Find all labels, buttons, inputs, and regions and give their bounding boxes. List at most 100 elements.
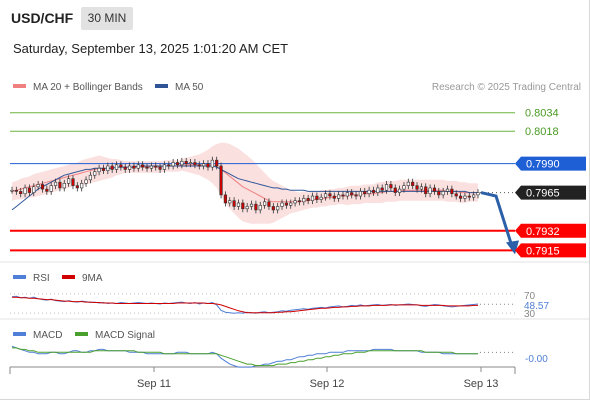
candle-body	[267, 201, 271, 207]
candle-body	[341, 194, 345, 197]
rsi-legend-swatch	[13, 275, 26, 279]
macd-panel	[11, 345, 515, 368]
ma20-legend-label: MA 20 + Bollinger Bands	[33, 82, 143, 93]
macd-signal-legend-label: MACD Signal	[95, 330, 155, 341]
candle-body	[328, 193, 332, 197]
candle-body	[71, 178, 75, 186]
symbol-title: USD/CHF	[11, 10, 74, 26]
candle-body	[280, 202, 284, 207]
candle-body	[171, 162, 175, 167]
candle-body	[136, 164, 140, 169]
candle-body	[415, 185, 419, 190]
bollinger-band	[12, 142, 478, 224]
candle-body	[463, 195, 467, 199]
macd-line	[11, 345, 478, 368]
candle-body	[210, 159, 214, 168]
last-price-label-box	[515, 185, 586, 200]
credit-text: Research © 2025 Trading Central	[432, 82, 581, 93]
price-level-label-box	[515, 223, 586, 238]
candle-body	[406, 181, 410, 186]
rsi-ma-line	[12, 296, 478, 314]
candle-body	[158, 166, 162, 170]
candle-body	[254, 203, 258, 211]
candle-body	[363, 191, 367, 195]
candle-body	[402, 185, 406, 190]
candle-body	[432, 187, 437, 192]
rsi-ma-legend-swatch	[62, 275, 75, 279]
candle-body	[14, 189, 18, 192]
candle-body	[206, 163, 210, 168]
candle-body	[384, 184, 389, 191]
chart-header: USD/CHF 30 MIN	[0, 0, 590, 36]
candle-body	[219, 165, 223, 196]
candle-body	[450, 188, 454, 195]
ma50-legend-label: MA 50	[175, 82, 204, 93]
candle-body	[398, 188, 402, 193]
macd-signal-line	[12, 347, 478, 367]
candle-body	[337, 194, 341, 199]
candle-body	[49, 185, 53, 192]
price-level-labels: 0.8034 0.8018 0.7990 0.7932 0.7915 0.7965	[515, 108, 586, 258]
candle-body	[23, 187, 27, 195]
candle-body	[428, 187, 432, 195]
forecast-arrow	[480, 191, 514, 247]
timestamp: Saturday, September 13, 2025 1:01:20 AM …	[13, 41, 289, 56]
candle-body	[36, 184, 40, 188]
candle-body	[276, 206, 280, 211]
rsi-level-30: 30	[524, 309, 536, 320]
candle-body	[145, 166, 149, 169]
candle-body	[249, 203, 254, 207]
candle-body	[101, 167, 106, 171]
candle-body	[380, 187, 384, 191]
candle-body	[232, 200, 236, 207]
candle-body	[197, 164, 201, 167]
candle-body	[180, 161, 184, 166]
candle-body	[306, 198, 310, 201]
candle-body	[258, 205, 262, 211]
price-level-label-box	[515, 243, 586, 258]
ma20-legend-swatch	[13, 84, 26, 88]
rsi-ma-legend-label: 9MA	[82, 273, 103, 284]
candle-body	[345, 192, 349, 197]
candle-body	[315, 195, 319, 200]
x-tick-label: Sep 13	[464, 378, 499, 390]
macd-legend-label: MACD	[33, 330, 62, 341]
candle-body	[175, 162, 180, 166]
candle-body	[358, 191, 363, 197]
candle-body	[289, 202, 293, 206]
candle-body	[62, 183, 66, 189]
candle-body	[411, 181, 415, 186]
candle-body	[454, 193, 458, 197]
price-level-label: 0.8018	[525, 126, 559, 138]
candle-body	[119, 164, 123, 168]
rsi-panel	[10, 293, 515, 314]
candle-body	[193, 162, 197, 166]
candle-body	[132, 165, 136, 169]
candle-body	[80, 183, 84, 189]
price-level-label: 0.8034	[525, 108, 559, 120]
macd-legend-swatch	[13, 332, 26, 336]
candle-body	[310, 195, 315, 201]
candle-body	[67, 178, 71, 184]
candle-body	[437, 191, 441, 196]
timeframe-button[interactable]: 30 MIN	[81, 7, 133, 30]
candle-body	[75, 185, 79, 189]
candle-body	[467, 195, 471, 198]
x-tick-label: Sep 11	[137, 378, 171, 390]
candle-body	[45, 188, 49, 192]
candle-body	[84, 179, 88, 184]
candle-body	[371, 189, 376, 193]
candle-body	[10, 189, 14, 192]
candle-body	[445, 188, 450, 192]
candle-body	[350, 192, 354, 196]
candle-body	[319, 196, 323, 200]
candle-body	[458, 195, 463, 199]
candle-body	[228, 200, 232, 204]
candle-body	[323, 193, 328, 198]
candle-body	[271, 206, 275, 211]
candle-body	[114, 164, 119, 170]
candle-body	[93, 171, 97, 176]
candle-body	[297, 200, 302, 203]
candle-body	[389, 184, 393, 189]
candle-body	[263, 201, 267, 206]
